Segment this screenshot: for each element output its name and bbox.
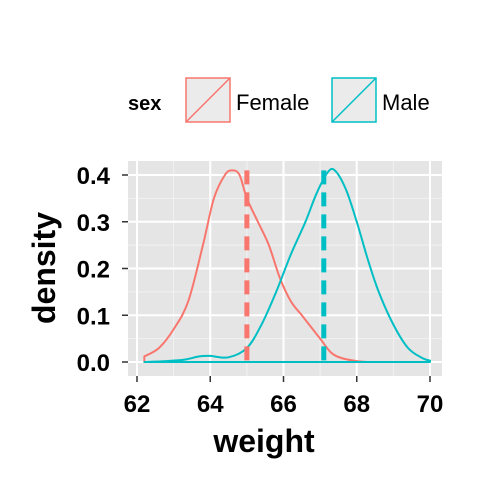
density-curve-male — [143, 167, 431, 363]
x-tick-label: 68 — [343, 391, 370, 418]
x-tick-label: 64 — [197, 391, 224, 418]
y-tick-label: 0.4 — [77, 163, 111, 190]
legend-key-female — [185, 77, 231, 123]
x-tick-label: 66 — [270, 391, 297, 418]
legend-key-male — [331, 77, 377, 123]
legend-label-female: Female — [236, 90, 309, 115]
x-tick-label: 70 — [417, 391, 444, 418]
legend-title: sex — [128, 93, 161, 115]
legend-label-male: Male — [382, 90, 430, 115]
mean-lines — [244, 170, 327, 362]
y-tick-label: 0.2 — [77, 257, 110, 284]
y-tick-labels: 0.0 0.1 0.2 0.3 0.4 — [77, 163, 111, 377]
y-tick-label: 0.1 — [77, 303, 110, 330]
grid — [128, 161, 442, 376]
y-axis-title: density — [26, 212, 62, 324]
x-tick-labels: 62 64 66 68 70 — [124, 391, 444, 418]
density-curve-female — [143, 169, 369, 363]
x-axis-title: weight — [212, 423, 315, 459]
series-layer — [143, 167, 431, 363]
axis-ticks — [122, 174, 431, 382]
y-tick-label: 0.0 — [77, 350, 110, 377]
legend: sex Female Male — [128, 77, 430, 123]
x-tick-label: 62 — [124, 391, 151, 418]
y-tick-label: 0.3 — [77, 210, 110, 237]
